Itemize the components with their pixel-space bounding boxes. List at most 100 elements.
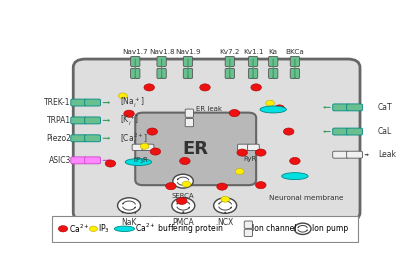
Text: [K$_i^+$]: [K$_i^+$] bbox=[120, 113, 139, 127]
Circle shape bbox=[150, 148, 161, 155]
Circle shape bbox=[284, 128, 294, 135]
Circle shape bbox=[105, 160, 116, 167]
Text: NaK: NaK bbox=[121, 218, 137, 227]
FancyBboxPatch shape bbox=[183, 57, 193, 67]
Circle shape bbox=[144, 84, 154, 91]
FancyBboxPatch shape bbox=[185, 118, 194, 127]
Circle shape bbox=[172, 198, 195, 213]
FancyBboxPatch shape bbox=[244, 229, 252, 237]
Circle shape bbox=[251, 84, 262, 91]
FancyBboxPatch shape bbox=[71, 99, 87, 106]
Text: RyR: RyR bbox=[243, 156, 256, 162]
Text: PMCA: PMCA bbox=[172, 218, 194, 227]
FancyBboxPatch shape bbox=[132, 144, 144, 150]
FancyBboxPatch shape bbox=[71, 135, 87, 142]
Circle shape bbox=[147, 128, 158, 135]
FancyBboxPatch shape bbox=[185, 109, 194, 117]
Text: Ca$^{2+}$ buffering protein: Ca$^{2+}$ buffering protein bbox=[135, 222, 224, 236]
Text: Ka: Ka bbox=[269, 49, 278, 55]
Circle shape bbox=[173, 174, 193, 188]
Circle shape bbox=[200, 84, 210, 91]
FancyBboxPatch shape bbox=[333, 128, 348, 135]
Text: TRPA1: TRPA1 bbox=[47, 116, 71, 125]
FancyBboxPatch shape bbox=[52, 216, 358, 242]
Text: IP$_3$R: IP$_3$R bbox=[133, 156, 150, 166]
Text: CaT: CaT bbox=[378, 103, 392, 112]
FancyBboxPatch shape bbox=[333, 104, 348, 111]
Circle shape bbox=[256, 182, 266, 189]
Text: Ion channel: Ion channel bbox=[252, 224, 297, 233]
FancyBboxPatch shape bbox=[71, 117, 87, 124]
FancyBboxPatch shape bbox=[347, 104, 362, 111]
FancyBboxPatch shape bbox=[347, 128, 362, 135]
FancyBboxPatch shape bbox=[225, 57, 234, 67]
Circle shape bbox=[118, 93, 127, 99]
Circle shape bbox=[235, 168, 244, 174]
FancyBboxPatch shape bbox=[71, 157, 87, 164]
FancyBboxPatch shape bbox=[135, 113, 256, 185]
Text: IP$_3$: IP$_3$ bbox=[98, 222, 110, 235]
FancyBboxPatch shape bbox=[131, 69, 140, 78]
Text: ASIC3: ASIC3 bbox=[48, 156, 71, 165]
FancyBboxPatch shape bbox=[85, 117, 100, 124]
Text: Kv7.2: Kv7.2 bbox=[220, 49, 240, 55]
Text: [Na$_i^+$]: [Na$_i^+$] bbox=[120, 96, 144, 110]
Ellipse shape bbox=[125, 159, 152, 165]
FancyBboxPatch shape bbox=[248, 57, 258, 67]
FancyBboxPatch shape bbox=[131, 57, 140, 67]
FancyBboxPatch shape bbox=[85, 157, 100, 164]
Circle shape bbox=[217, 183, 227, 190]
Circle shape bbox=[274, 105, 285, 112]
FancyBboxPatch shape bbox=[142, 144, 154, 150]
Text: Leak: Leak bbox=[378, 150, 396, 159]
Circle shape bbox=[237, 149, 248, 156]
FancyBboxPatch shape bbox=[248, 144, 259, 150]
FancyBboxPatch shape bbox=[73, 59, 360, 221]
Text: Nav1.8: Nav1.8 bbox=[149, 49, 174, 55]
Text: Nav1.7: Nav1.7 bbox=[122, 49, 148, 55]
FancyBboxPatch shape bbox=[157, 69, 166, 78]
FancyBboxPatch shape bbox=[157, 57, 166, 67]
Text: ER: ER bbox=[183, 140, 209, 158]
Text: BKCa: BKCa bbox=[286, 49, 304, 55]
Ellipse shape bbox=[260, 106, 286, 113]
Text: SERCA: SERCA bbox=[172, 193, 194, 199]
Text: Piezo2: Piezo2 bbox=[46, 134, 71, 143]
Circle shape bbox=[182, 181, 191, 187]
FancyBboxPatch shape bbox=[268, 69, 278, 78]
Text: Kv1.1: Kv1.1 bbox=[243, 49, 263, 55]
Circle shape bbox=[140, 143, 149, 149]
FancyBboxPatch shape bbox=[238, 144, 249, 150]
Text: TREK-1: TREK-1 bbox=[44, 98, 71, 107]
FancyBboxPatch shape bbox=[248, 69, 258, 78]
Circle shape bbox=[290, 158, 300, 165]
FancyBboxPatch shape bbox=[290, 69, 300, 78]
Circle shape bbox=[294, 223, 311, 235]
FancyBboxPatch shape bbox=[244, 221, 252, 228]
Circle shape bbox=[214, 198, 237, 213]
FancyBboxPatch shape bbox=[85, 135, 100, 142]
Ellipse shape bbox=[282, 173, 308, 180]
Circle shape bbox=[221, 196, 230, 202]
Circle shape bbox=[180, 158, 190, 165]
Circle shape bbox=[89, 226, 98, 232]
Text: [Ca$_i^{2+}$]: [Ca$_i^{2+}$] bbox=[120, 131, 147, 146]
FancyBboxPatch shape bbox=[183, 69, 193, 78]
Circle shape bbox=[229, 109, 240, 117]
FancyBboxPatch shape bbox=[268, 57, 278, 67]
Circle shape bbox=[176, 197, 187, 204]
FancyBboxPatch shape bbox=[347, 151, 362, 158]
FancyBboxPatch shape bbox=[290, 57, 300, 67]
Text: Ion pump: Ion pump bbox=[312, 224, 348, 233]
Circle shape bbox=[256, 149, 266, 156]
Ellipse shape bbox=[114, 226, 134, 232]
Circle shape bbox=[166, 183, 176, 190]
FancyBboxPatch shape bbox=[85, 99, 100, 106]
Text: NCX: NCX bbox=[217, 218, 233, 227]
FancyBboxPatch shape bbox=[225, 69, 234, 78]
Text: Nav1.9: Nav1.9 bbox=[175, 49, 201, 55]
Text: Ca$^{2+}$: Ca$^{2+}$ bbox=[69, 222, 89, 235]
Text: ER leak: ER leak bbox=[196, 106, 222, 112]
Circle shape bbox=[118, 198, 140, 213]
FancyBboxPatch shape bbox=[333, 151, 348, 158]
